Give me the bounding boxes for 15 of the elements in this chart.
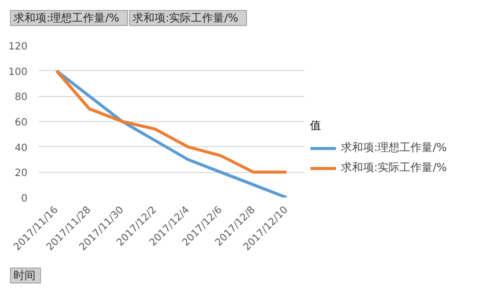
- legend-title: 值: [310, 118, 322, 132]
- y-tick-label: 40: [14, 142, 28, 154]
- text: 求和项:实际工作量/%: [132, 12, 238, 24]
- y-tick-label: 100: [8, 66, 28, 78]
- y-tick-label: 60: [14, 118, 28, 128]
- legend-label: 求和项:理想工作量/%: [341, 140, 447, 155]
- text: 求和项:理想工作量/%: [14, 12, 120, 24]
- line-series: [55, 69, 288, 198]
- x-axis-title: 时间: [14, 269, 36, 282]
- y-tick-label: 0: [21, 194, 28, 204]
- line-series: [55, 69, 288, 174]
- y-tick-label: 120: [8, 42, 28, 52]
- y-tick-label: 80: [14, 92, 28, 104]
- legend-label: 求和项:实际工作量/%: [341, 160, 447, 175]
- y-tick-label: 20: [14, 168, 28, 180]
